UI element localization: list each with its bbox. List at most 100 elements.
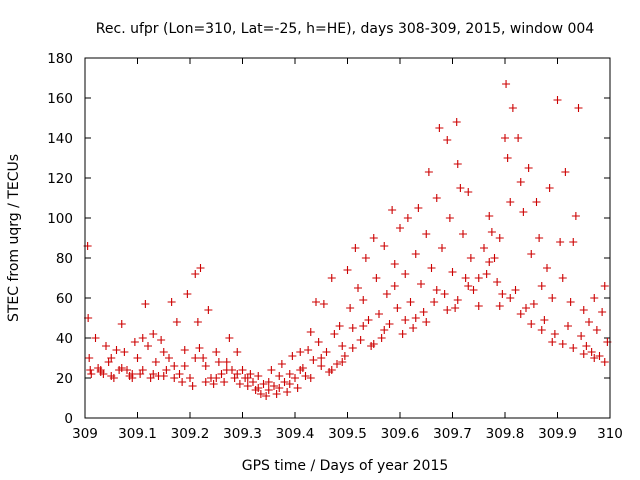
data-point [338, 358, 347, 366]
x-tick-label: 309.8 [486, 426, 525, 442]
data-point [506, 294, 515, 302]
data-point [217, 370, 226, 378]
data-point [480, 244, 488, 252]
data-point [598, 308, 607, 316]
data-point [107, 354, 116, 362]
data-point [191, 354, 200, 362]
data-point [243, 382, 252, 390]
data-point [170, 374, 179, 382]
data-point [419, 308, 428, 316]
data-point [469, 286, 478, 294]
data-point [452, 118, 461, 126]
data-point [577, 332, 586, 340]
data-point [582, 342, 591, 350]
data-point [165, 354, 173, 362]
data-point [314, 338, 323, 346]
data-point [117, 364, 126, 372]
data-point [498, 290, 507, 298]
data-point [123, 366, 131, 374]
data-point [506, 198, 515, 206]
data-point [600, 358, 609, 366]
data-point [109, 374, 118, 382]
data-point [438, 244, 446, 252]
data-point [564, 322, 572, 330]
data-point [235, 380, 244, 388]
y-tick-label: 20 [56, 371, 73, 387]
data-point [422, 230, 431, 238]
data-point [579, 350, 588, 358]
data-point [209, 380, 218, 388]
data-point [390, 260, 399, 268]
data-point [548, 338, 557, 346]
data-point [196, 264, 205, 272]
data-point [382, 290, 391, 298]
data-point [590, 294, 599, 302]
data-point [385, 320, 394, 328]
data-point [527, 320, 536, 328]
y-tick-label: 0 [64, 411, 73, 427]
data-point [466, 254, 475, 262]
data-point [180, 346, 189, 354]
data-point [592, 326, 601, 334]
data-point [595, 352, 604, 360]
data-point [225, 334, 234, 342]
data-point [456, 184, 465, 192]
data-point [522, 304, 530, 312]
data-point [464, 282, 473, 290]
data-point [411, 314, 420, 322]
data-point [369, 340, 378, 348]
data-point [377, 334, 386, 342]
data-point [157, 336, 166, 344]
y-tick-label: 40 [56, 331, 73, 347]
data-point [493, 278, 502, 286]
data-point [175, 370, 184, 378]
data-point [291, 374, 299, 382]
data-point [212, 374, 221, 382]
data-point [296, 366, 305, 374]
data-point [188, 382, 197, 390]
data-point [351, 244, 360, 252]
data-point [432, 194, 441, 202]
data-point [199, 354, 208, 362]
data-point [212, 348, 221, 356]
data-point [306, 374, 315, 382]
chart-title: Rec. ufpr (Lon=310, Lat=-25, h=HE), days… [96, 21, 595, 37]
y-axis-label: STEC from uqrg / TECUs [6, 154, 22, 322]
data-point [138, 366, 147, 374]
data-point [585, 318, 593, 326]
data-point [403, 214, 412, 222]
data-point [301, 372, 310, 380]
data-point [96, 366, 105, 374]
data-point [275, 384, 284, 392]
data-point [275, 372, 284, 380]
data-points [83, 80, 612, 400]
data-point [149, 330, 158, 338]
data-point [502, 80, 511, 88]
data-point [571, 212, 580, 220]
data-point [91, 334, 100, 342]
data-point [141, 300, 150, 308]
data-point [327, 274, 336, 282]
data-point [503, 154, 512, 162]
data-point [306, 328, 315, 336]
data-point [537, 326, 546, 334]
y-tick-label: 180 [47, 51, 73, 67]
data-point [183, 290, 192, 298]
data-point [524, 164, 533, 172]
data-point [249, 378, 257, 386]
data-point [256, 390, 265, 398]
y-tick-label: 80 [56, 251, 73, 267]
data-point [516, 310, 525, 318]
data-point [272, 390, 281, 398]
data-point [277, 360, 286, 368]
data-point [411, 250, 420, 258]
data-point [398, 330, 407, 338]
data-point [322, 348, 331, 356]
data-point [159, 372, 168, 380]
data-point [543, 264, 551, 272]
data-point [138, 334, 147, 342]
x-tick-label: 309.6 [381, 426, 420, 442]
data-point [561, 168, 570, 176]
data-point [574, 104, 583, 112]
x-tick-label: 309 [72, 426, 98, 442]
